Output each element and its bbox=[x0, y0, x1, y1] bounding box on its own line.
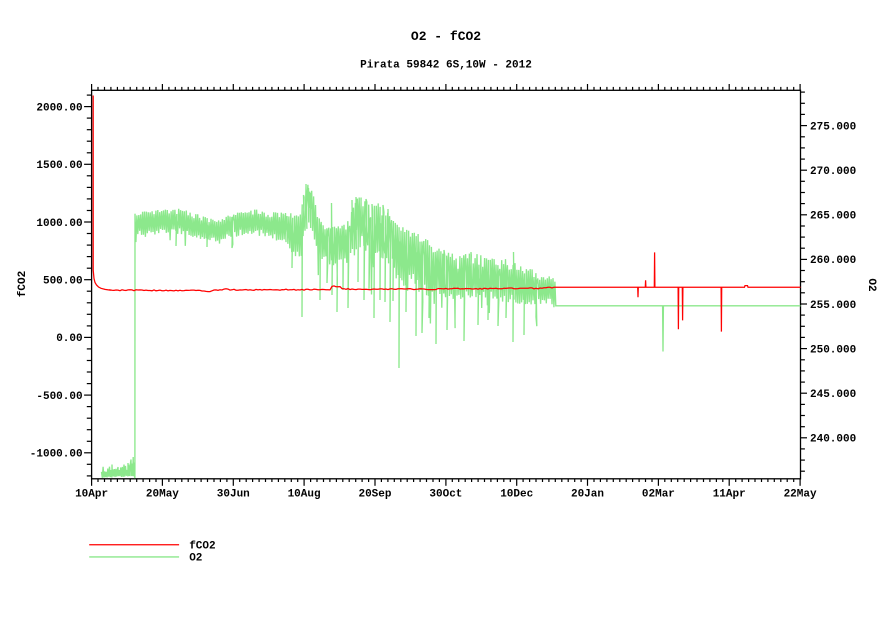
svg-text:fCO2: fCO2 bbox=[17, 271, 29, 297]
svg-text:270.000: 270.000 bbox=[810, 166, 856, 178]
svg-text:30Oct: 30Oct bbox=[429, 489, 462, 501]
svg-text:250.000: 250.000 bbox=[810, 344, 856, 356]
svg-text:240.000: 240.000 bbox=[810, 434, 856, 446]
svg-text:-500.00: -500.00 bbox=[36, 391, 82, 403]
svg-text:O2: O2 bbox=[865, 278, 877, 291]
svg-text:10Aug: 10Aug bbox=[288, 489, 321, 501]
svg-text:275.000: 275.000 bbox=[810, 121, 856, 133]
svg-text:02Mar: 02Mar bbox=[642, 489, 675, 501]
svg-text:1500.00: 1500.00 bbox=[36, 160, 82, 172]
svg-text:1000.00: 1000.00 bbox=[36, 218, 82, 230]
svg-text:fCO2: fCO2 bbox=[189, 541, 215, 553]
svg-text:20Sep: 20Sep bbox=[358, 489, 391, 501]
svg-text:0.00: 0.00 bbox=[56, 333, 82, 345]
svg-text:O2: O2 bbox=[189, 553, 202, 565]
svg-text:265.000: 265.000 bbox=[810, 211, 856, 223]
svg-text:-1000.00: -1000.00 bbox=[30, 449, 83, 461]
svg-text:Pirata 59842 6S,10W - 2012: Pirata 59842 6S,10W - 2012 bbox=[360, 60, 532, 72]
svg-text:20May: 20May bbox=[146, 489, 179, 501]
svg-text:500.00: 500.00 bbox=[43, 276, 83, 288]
svg-text:20Jan: 20Jan bbox=[571, 489, 604, 501]
svg-text:260.000: 260.000 bbox=[810, 255, 856, 267]
svg-text:O2 - fCO2: O2 - fCO2 bbox=[411, 29, 481, 44]
svg-text:2000.00: 2000.00 bbox=[36, 102, 82, 114]
svg-text:30Jun: 30Jun bbox=[217, 489, 250, 501]
svg-text:255.000: 255.000 bbox=[810, 300, 856, 312]
svg-text:11Apr: 11Apr bbox=[713, 489, 746, 501]
svg-text:245.000: 245.000 bbox=[810, 389, 856, 401]
svg-text:22May: 22May bbox=[784, 489, 817, 501]
svg-text:10Apr: 10Apr bbox=[75, 489, 108, 501]
svg-text:10Dec: 10Dec bbox=[500, 489, 533, 501]
